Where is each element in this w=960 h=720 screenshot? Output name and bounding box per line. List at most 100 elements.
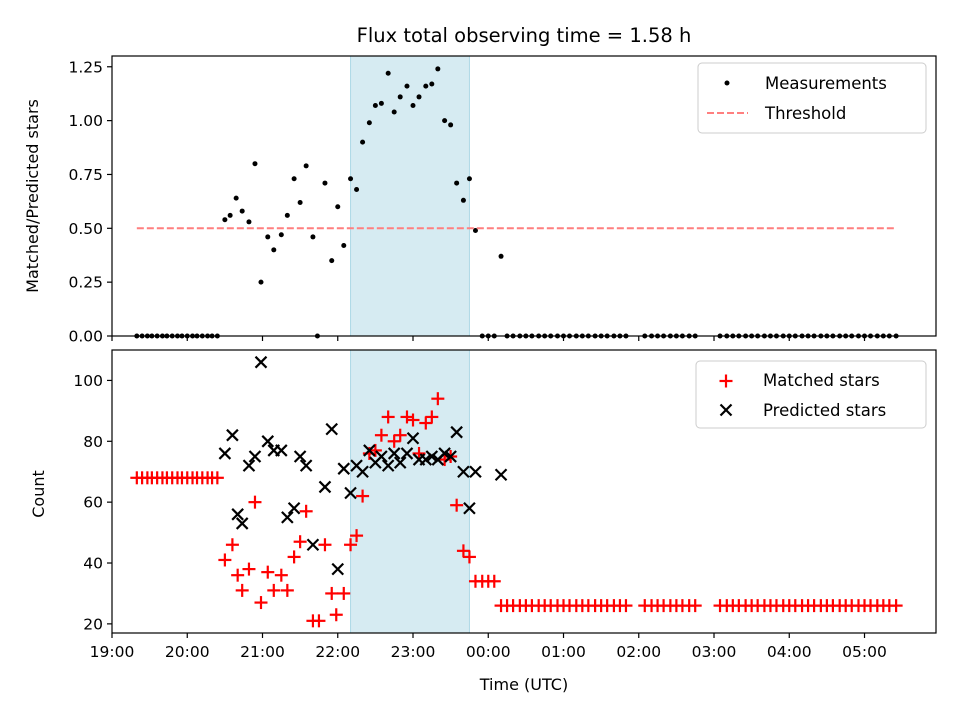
x-axis-label: Time (UTC)	[479, 675, 568, 694]
matched-stars-point	[318, 538, 332, 552]
top-y-tick-label: 0.25	[68, 274, 103, 292]
matched-stars-point	[381, 410, 395, 424]
predicted-stars-point	[226, 428, 239, 442]
matched-stars-point	[412, 446, 426, 460]
predicted-stars-point	[242, 459, 256, 472]
x-tick-label: 23:00	[391, 643, 436, 661]
matched-stars-point	[344, 538, 358, 552]
measurements-point	[498, 253, 504, 259]
measurements-point	[297, 199, 303, 205]
predicted-stars-point	[387, 447, 401, 460]
bottom-y-ticks: 20 40 60 80 100	[73, 372, 112, 633]
measurements-point	[429, 81, 435, 87]
x-tick-label: 20:00	[165, 643, 210, 661]
measurements-point	[348, 176, 354, 182]
predicted-stars-point	[406, 431, 420, 445]
measurements-point	[265, 234, 271, 240]
bottom-highlight-band	[350, 349, 470, 634]
top-legend: Measurements Threshold	[697, 62, 927, 134]
measurements-point	[227, 212, 233, 218]
x-tick-label: 00:00	[466, 643, 511, 661]
predicted-stars-point	[356, 465, 369, 478]
predicted-stars-point	[287, 501, 301, 515]
x-tick-label: 22:00	[315, 643, 360, 661]
matched-stars-point	[356, 489, 370, 503]
matched-stars-point	[325, 586, 339, 600]
matched-stars-point	[225, 538, 239, 552]
legend-matched-marker	[719, 374, 733, 388]
top-y-tick-label: 1.25	[68, 58, 103, 76]
predicted-stars-point	[444, 450, 457, 463]
measurements-point	[284, 212, 290, 218]
x-tick-label: 04:00	[767, 643, 812, 661]
x-tick-label: 01:00	[541, 643, 586, 661]
measurements-point	[410, 103, 416, 109]
predicted-stars-point	[325, 422, 339, 436]
predicted-stars-point	[463, 501, 476, 515]
predicted-stars-point	[419, 453, 433, 466]
matched-stars-point	[254, 596, 268, 610]
predicted-stars-point	[381, 459, 395, 472]
matched-stars-point	[287, 550, 301, 564]
matched-stars-point	[393, 428, 407, 442]
predicted-stars-point	[299, 459, 313, 472]
predicted-stars-point	[450, 425, 463, 439]
legend-predicted-marker	[719, 403, 733, 417]
predicted-stars-point	[400, 447, 414, 460]
matched-stars-point	[242, 562, 256, 576]
matched-stars-point	[337, 586, 351, 600]
predicted-stars-point	[248, 450, 262, 463]
matched-stars-point	[267, 583, 281, 597]
measurements-point	[291, 176, 297, 182]
predicted-stars-point	[306, 538, 320, 552]
predicted-stars-point	[494, 468, 508, 482]
top-x-ticks	[111, 336, 866, 341]
matched-stars-point	[231, 568, 245, 582]
matched-stars-point	[218, 553, 232, 567]
legend-measurements-marker	[724, 80, 730, 86]
x-tick-label: 21:00	[240, 643, 285, 661]
measurements-point	[310, 234, 316, 240]
predicted-stars-point	[438, 447, 451, 460]
matched-stars-point	[450, 498, 464, 512]
measurements-point	[239, 208, 245, 214]
bottom-panel: 20 40 60 80 100 19:00 20:00 21:00 22:00 23:00 00:…	[73, 349, 937, 661]
predicted-stars-point	[425, 450, 439, 463]
matched-stars-point	[374, 428, 388, 442]
measurements-point	[322, 180, 328, 186]
matched-stars-point	[312, 614, 326, 628]
measurements-point	[454, 180, 460, 186]
top-panel: 0.00 0.25 0.50 0.75 1.00 1.25	[68, 55, 937, 346]
x-tick-label: 05:00	[842, 643, 887, 661]
bottom-y-tick-label: 20	[83, 615, 103, 633]
matched-stars-point	[274, 568, 288, 582]
measurements-point	[416, 94, 422, 100]
bottom-plot-area	[130, 355, 903, 628]
predicted-stars-point	[231, 508, 244, 521]
x-tick-label: 03:00	[692, 643, 737, 661]
matched-stars-point	[431, 392, 445, 406]
matched-stars-point	[210, 471, 224, 485]
matched-stars-point	[387, 434, 401, 448]
matched-stars-point	[235, 583, 249, 597]
measurements-point	[466, 176, 472, 182]
top-y-tick-label: 1.00	[68, 112, 103, 130]
matched-stars-point	[293, 535, 307, 549]
measurements-point	[442, 118, 448, 124]
legend-measurements-label: Measurements	[765, 74, 887, 93]
measurements-point	[472, 227, 478, 233]
matched-stars-point	[368, 443, 382, 457]
top-y-tick-label: 0.75	[68, 166, 103, 184]
top-y-tick-label: 0.50	[68, 220, 103, 238]
top-axes-frame	[111, 55, 937, 337]
predicted-stars-point	[318, 480, 332, 494]
predicted-stars-point	[375, 450, 388, 463]
measurements-point	[335, 204, 341, 210]
matched-stars-point	[619, 599, 633, 613]
measurements-point	[391, 109, 397, 115]
measurements-point	[258, 279, 264, 285]
top-highlight-band	[350, 55, 470, 337]
bottom-y-tick-label: 60	[83, 494, 103, 512]
predicted-stars-point	[261, 435, 275, 448]
measurements-point	[460, 197, 466, 203]
